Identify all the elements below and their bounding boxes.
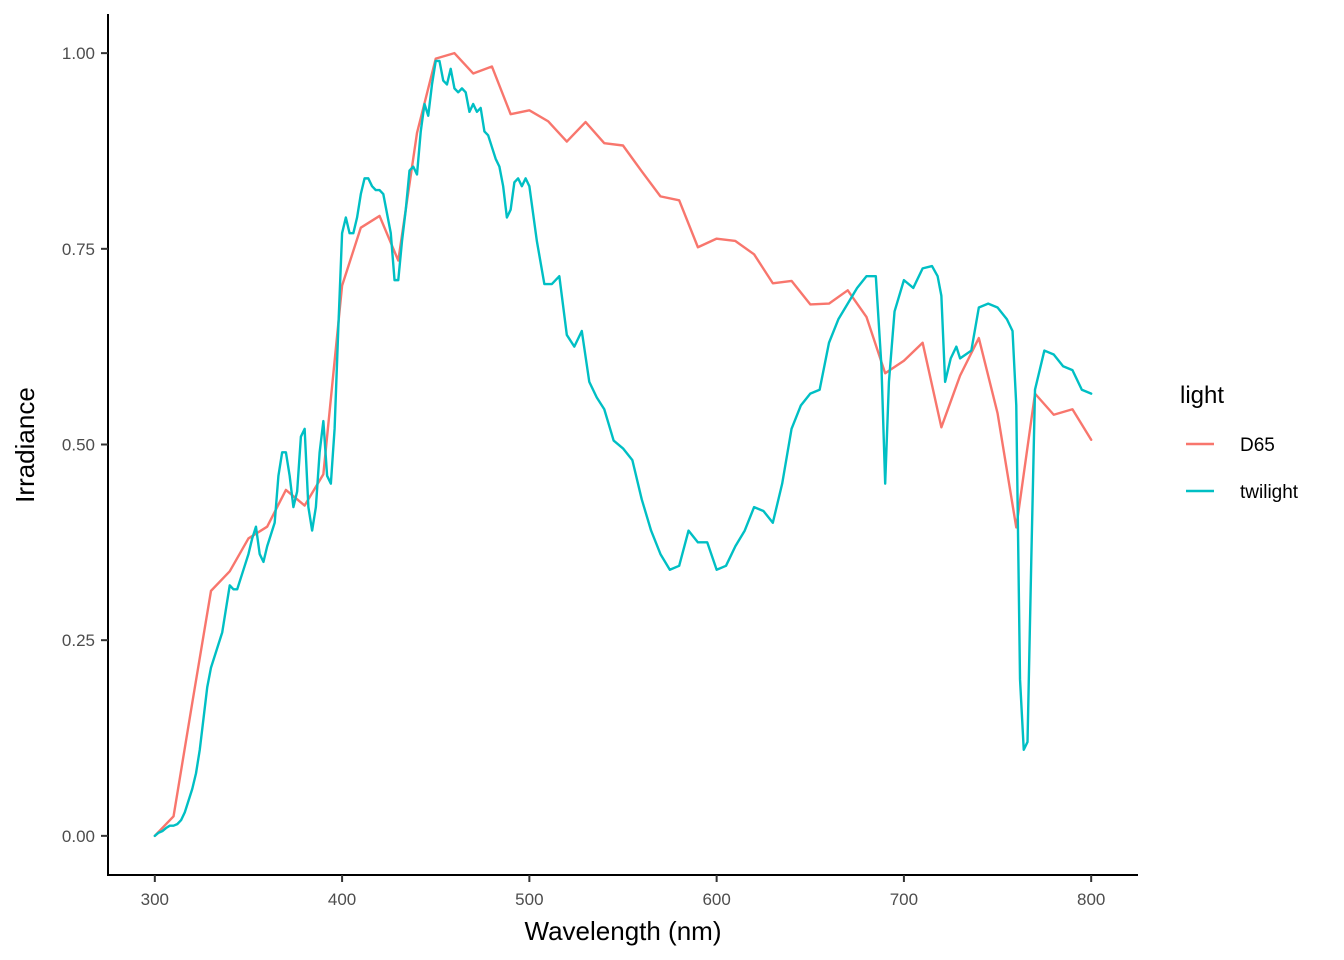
- y-tick-label: 1.00: [62, 44, 95, 63]
- y-tick-label: 0.00: [62, 827, 95, 846]
- x-axis-ticks: 300 400 500 600 700 800: [141, 875, 1105, 909]
- x-axis-title: Wavelength (nm): [525, 916, 722, 946]
- legend-entries: D65 twilight: [1186, 435, 1299, 503]
- series-line-twilight: [153, 59, 1093, 838]
- x-tick-label: 700: [890, 890, 918, 909]
- x-tick-label: 600: [702, 890, 730, 909]
- legend-label-twilight: twilight: [1240, 482, 1299, 503]
- x-tick-label: 400: [328, 890, 356, 909]
- x-tick-label: 300: [141, 890, 169, 909]
- x-tick-label: 500: [515, 890, 543, 909]
- y-axis-title: Irradiance: [10, 387, 40, 503]
- legend-label-d65: D65: [1240, 435, 1275, 456]
- y-tick-label: 0.50: [62, 436, 95, 455]
- legend-title: light: [1180, 382, 1224, 409]
- x-tick-label: 800: [1077, 890, 1105, 909]
- legend: light D65 twilight: [1180, 382, 1299, 503]
- y-tick-label: 0.75: [62, 240, 95, 259]
- series-line-d65: [153, 51, 1093, 838]
- series-layer: [153, 51, 1093, 838]
- y-tick-label: 0.25: [62, 631, 95, 650]
- y-axis-ticks: 0.00 0.25 0.50 0.75 1.00: [62, 44, 108, 846]
